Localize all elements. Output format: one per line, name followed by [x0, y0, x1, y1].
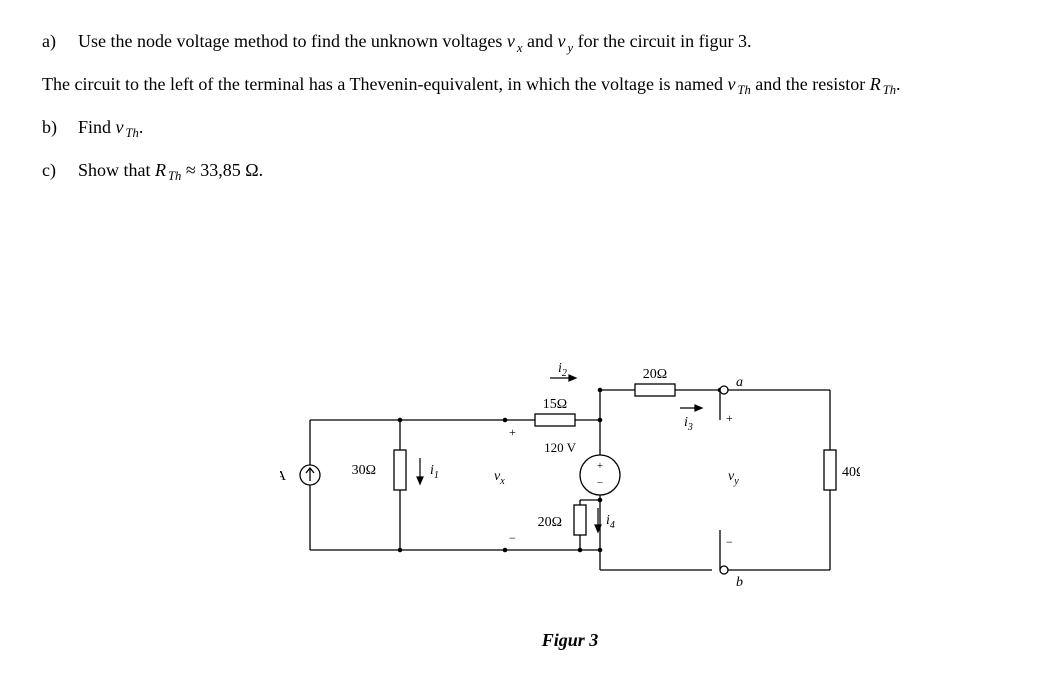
label-30ohm: 30Ω — [352, 463, 376, 478]
vy-plus: + — [726, 411, 733, 425]
intermediate-paragraph: The circuit to the left of the terminal … — [42, 71, 996, 100]
label-40ohm: 40Ω — [842, 465, 860, 480]
qc-t2: ≈ 33,85 Ω. — [181, 160, 263, 180]
vy-minus: − — [726, 535, 733, 549]
vx-plus: + — [509, 425, 516, 439]
svg-text:+: + — [597, 460, 603, 472]
label-20ohm-mid: 20Ω — [538, 515, 562, 530]
marker-b: b) — [42, 114, 64, 143]
marker-c: c) — [42, 157, 64, 186]
qb-s1: Th — [124, 126, 139, 140]
qa-s2: y — [566, 41, 574, 55]
qc-t1: Show that — [78, 160, 155, 180]
text-b: Find vTh. — [78, 114, 996, 143]
labels: 4 A 30Ω i1 vx + − 15Ω i2 120 V 20Ω i3 20 — [280, 361, 860, 590]
question-c: c) Show that RTh ≈ 33,85 Ω. — [42, 157, 996, 186]
marker-a: a) — [42, 28, 64, 57]
vx-minus: − — [509, 531, 516, 545]
wires — [310, 384, 836, 570]
label-i1: i1 — [430, 463, 439, 481]
qa-v1: v — [507, 31, 515, 51]
label-vx: vx — [494, 469, 505, 487]
label-i4: i4 — [606, 513, 615, 531]
text-a: Use the node voltage method to find the … — [78, 28, 996, 57]
qc-s1: Th — [166, 169, 181, 183]
mid-t2: and the resistor — [751, 74, 870, 94]
qa-t3: for the circuit in figur 3. — [573, 31, 751, 51]
qb-t1: Find — [78, 117, 116, 137]
page: a) Use the node voltage method to find t… — [0, 0, 1038, 692]
mid-s2: Th — [881, 83, 896, 97]
question-b: b) Find vTh. — [42, 114, 996, 143]
label-vy: vy — [728, 469, 739, 487]
qb-t2: . — [139, 117, 144, 137]
label-120v: 120 V — [544, 440, 577, 455]
qa-s1: x — [515, 41, 523, 55]
label-15ohm: 15Ω — [543, 397, 567, 412]
current-source-icon — [300, 465, 320, 485]
qb-v1: v — [116, 117, 124, 137]
circuit-svg: + − 4 A 30Ω — [280, 350, 860, 610]
svg-text:−: − — [597, 477, 603, 489]
label-i2: i2 — [558, 361, 567, 379]
label-b: b — [736, 575, 743, 590]
voltage-source-icon: + − — [580, 455, 620, 495]
question-a: a) Use the node voltage method to find t… — [42, 28, 996, 57]
mid-t1: The circuit to the left of the terminal … — [42, 74, 727, 94]
qc-v1: R — [155, 160, 166, 180]
label-4a: 4 A — [280, 469, 287, 484]
qa-t2: and — [523, 31, 558, 51]
text-c: Show that RTh ≈ 33,85 Ω. — [78, 157, 996, 186]
mid-v2: R — [870, 74, 881, 94]
label-a: a — [736, 375, 743, 390]
label-20ohm-top: 20Ω — [643, 367, 667, 382]
figure-caption: Figur 3 — [280, 627, 860, 653]
figure-3: + − 4 A 30Ω — [280, 350, 860, 660]
qa-v2: v — [558, 31, 566, 51]
mid-s1: Th — [735, 83, 750, 97]
label-i3: i3 — [684, 415, 693, 433]
qa-t1: Use the node voltage method to find the … — [78, 31, 507, 51]
mid-t3: . — [896, 74, 901, 94]
